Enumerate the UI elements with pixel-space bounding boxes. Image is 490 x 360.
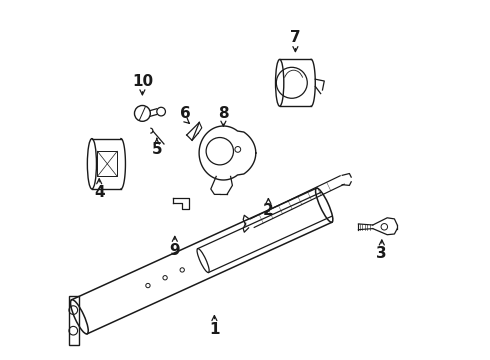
Text: 5: 5	[151, 142, 162, 157]
Text: 10: 10	[132, 73, 153, 89]
Text: 3: 3	[376, 246, 387, 261]
Text: 4: 4	[94, 185, 104, 200]
Text: 6: 6	[180, 106, 191, 121]
Text: 7: 7	[290, 30, 301, 45]
Text: 9: 9	[170, 243, 180, 258]
Text: 2: 2	[263, 203, 274, 218]
Text: 8: 8	[218, 106, 229, 121]
Text: 1: 1	[209, 322, 220, 337]
